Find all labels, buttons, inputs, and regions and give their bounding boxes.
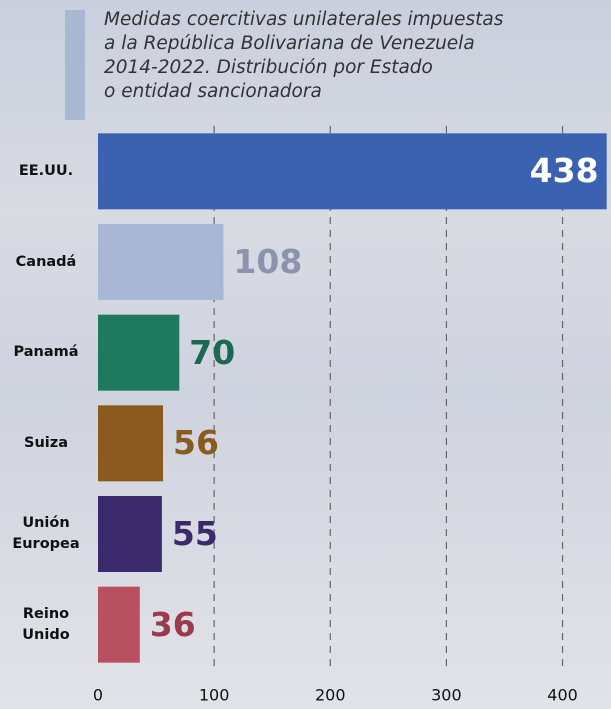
title-line: o entidad sancionadora <box>104 81 322 102</box>
category-label: Suiza <box>24 434 68 451</box>
category-label: Canadá <box>15 253 77 270</box>
value-label: 36 <box>149 604 196 644</box>
chart-title: Medidas coercitivas unilaterales impuest… <box>104 8 503 104</box>
x-tick-label: 300 <box>431 686 462 705</box>
category-label: Reino Unido <box>22 605 70 643</box>
value-label: 56 <box>173 423 219 463</box>
value-label: 70 <box>189 332 236 372</box>
bar <box>98 224 224 300</box>
x-tick-label: 400 <box>547 686 578 705</box>
value-label: 438 <box>529 151 599 191</box>
title-accent <box>65 10 85 120</box>
x-tick-label: 100 <box>199 686 230 705</box>
category-label: EE.UU. <box>18 162 74 179</box>
bar <box>98 496 162 572</box>
category-label: Unión Europea <box>12 515 80 552</box>
category-label: Panamá <box>13 344 79 361</box>
value-label: 108 <box>233 242 303 281</box>
value-label: 55 <box>171 514 218 553</box>
title-line: a la República Bolivariana de Venezuela <box>104 33 475 54</box>
x-tick-label: 200 <box>315 686 346 705</box>
x-tick-label: 0 <box>93 686 103 705</box>
bar <box>98 586 140 663</box>
bar <box>98 133 607 210</box>
title-line: Medidas coercitivas unilaterales impuest… <box>104 9 504 30</box>
bar <box>98 314 180 391</box>
bar <box>98 405 164 482</box>
title-line: 2014-2022. Distribución por Estado <box>104 57 433 78</box>
